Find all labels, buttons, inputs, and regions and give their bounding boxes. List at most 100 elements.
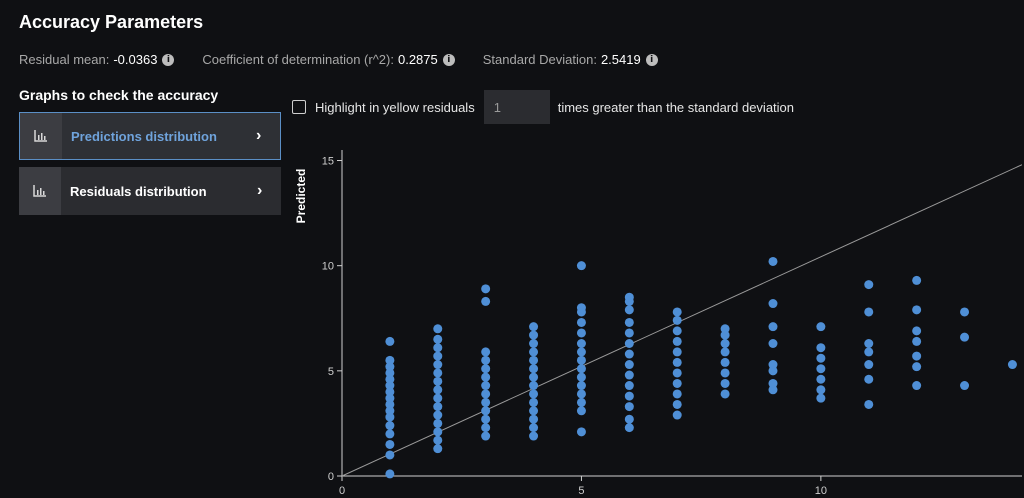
data-point xyxy=(816,343,826,353)
data-point xyxy=(576,364,586,374)
data-point xyxy=(385,381,395,391)
data-point xyxy=(529,338,539,348)
stat-label: Standard Deviation: xyxy=(482,52,597,67)
data-point xyxy=(960,332,970,342)
data-point xyxy=(576,427,586,437)
y-tick-label: 15 xyxy=(322,156,334,168)
data-point xyxy=(720,357,730,367)
data-point xyxy=(912,305,922,315)
data-point xyxy=(529,414,539,424)
stat-value: -0.0363 xyxy=(113,52,158,67)
data-point xyxy=(385,387,395,397)
data-point xyxy=(864,338,874,348)
data-point xyxy=(385,362,395,372)
data-point xyxy=(529,406,539,416)
data-point xyxy=(433,334,443,344)
predictions-scatter-chart: Predicted 0 5 10 0 5 10 15 xyxy=(294,150,1022,496)
data-point xyxy=(960,307,970,317)
std-multiplier-input[interactable] xyxy=(483,90,550,124)
bar-chart-icon xyxy=(20,113,62,159)
info-icon[interactable]: i xyxy=(645,53,658,66)
data-point xyxy=(433,324,443,334)
stat-residual-mean: Residual mean: -0.0363 i xyxy=(19,52,175,67)
data-point xyxy=(768,338,778,348)
data-point xyxy=(385,439,395,449)
data-point xyxy=(433,343,443,353)
data-point xyxy=(624,328,634,338)
data-point xyxy=(672,410,682,420)
data-point xyxy=(481,364,491,374)
data-point xyxy=(433,385,443,395)
data-point xyxy=(433,351,443,361)
y-tick-label: 5 xyxy=(328,366,334,378)
data-point xyxy=(576,338,586,348)
data-point xyxy=(768,256,778,266)
data-point xyxy=(624,292,634,302)
data-point xyxy=(481,372,491,382)
y-axis-label: Predicted xyxy=(294,169,308,224)
data-point xyxy=(576,328,586,338)
data-point xyxy=(672,326,682,336)
data-point xyxy=(576,303,586,313)
info-icon[interactable]: i xyxy=(162,53,175,66)
data-point xyxy=(481,381,491,391)
data-point xyxy=(433,393,443,403)
data-point xyxy=(816,364,826,374)
data-point xyxy=(864,280,874,290)
chevron-right-icon: › xyxy=(256,127,262,144)
data-point xyxy=(768,385,778,395)
chevron-right-icon: › xyxy=(257,182,263,199)
data-point xyxy=(624,360,634,370)
highlight-checkbox[interactable] xyxy=(292,100,306,114)
data-point xyxy=(672,347,682,357)
data-point xyxy=(385,429,395,439)
data-point xyxy=(768,322,778,332)
data-point xyxy=(576,317,586,327)
data-point xyxy=(433,402,443,412)
data-point xyxy=(816,393,826,403)
data-point xyxy=(672,389,682,399)
data-point xyxy=(385,450,395,460)
graphs-section-title: Graphs to check the accuracy xyxy=(19,87,219,103)
data-point xyxy=(672,336,682,346)
data-point xyxy=(481,414,491,424)
data-point xyxy=(433,410,443,420)
highlight-row: Highlight in yellow residuals times grea… xyxy=(292,90,794,124)
reference-line xyxy=(341,164,1022,477)
data-point xyxy=(768,366,778,376)
data-point xyxy=(672,315,682,325)
data-point xyxy=(385,336,395,346)
data-point xyxy=(672,399,682,409)
data-point xyxy=(529,330,539,340)
data-point xyxy=(385,421,395,431)
data-point xyxy=(864,399,874,409)
data-point xyxy=(624,305,634,315)
stat-label: Residual mean: xyxy=(19,52,110,67)
data-point xyxy=(720,378,730,388)
data-point xyxy=(529,355,539,365)
data-point xyxy=(481,423,491,433)
data-point xyxy=(385,406,395,416)
data-point xyxy=(433,368,443,378)
data-point xyxy=(433,444,443,454)
data-point xyxy=(385,355,395,365)
data-point xyxy=(816,322,826,332)
data-point xyxy=(816,353,826,363)
data-point xyxy=(576,406,586,416)
data-point xyxy=(481,389,491,399)
data-point xyxy=(433,435,443,445)
highlight-suffix: times greater than the standard deviatio… xyxy=(557,99,795,115)
data-point xyxy=(720,324,730,334)
data-point xyxy=(529,364,539,374)
data-point xyxy=(960,381,970,391)
data-point xyxy=(912,336,922,346)
info-icon[interactable]: i xyxy=(442,53,455,66)
data-point xyxy=(529,423,539,433)
data-point xyxy=(385,412,395,422)
data-point xyxy=(624,402,634,412)
data-point xyxy=(385,469,395,479)
residuals-distribution-button[interactable]: Residuals distribution › xyxy=(19,167,281,215)
data-point xyxy=(481,397,491,407)
predictions-distribution-button[interactable]: Predictions distribution › xyxy=(19,112,281,160)
data-point xyxy=(720,338,730,348)
